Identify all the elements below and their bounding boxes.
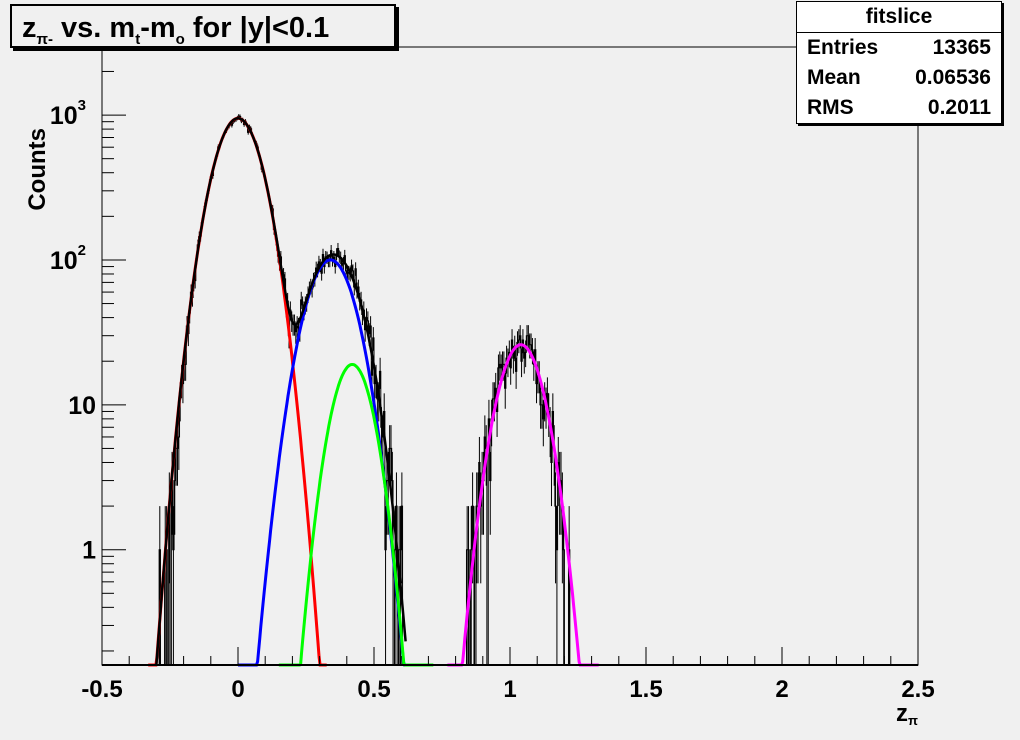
x-tick-label: -0.5 — [81, 676, 122, 703]
fit-curve-total-fit — [155, 117, 407, 665]
x-tick-label: 1.5 — [629, 676, 662, 703]
fit-curve-gaussian-4 — [447, 343, 599, 667]
stats-row-rms: RMS 0.2011 — [807, 96, 991, 119]
y-tick-label: 103 — [50, 97, 86, 130]
stats-box: fitslice Entries 13365 Mean 0.06536 RMS 0.2… — [796, 1, 1002, 124]
x-tick-label: 2 — [775, 676, 788, 703]
x-tick-label: 0 — [231, 676, 244, 703]
y-tick-label: 102 — [50, 242, 86, 275]
y-axis-label: Counts — [24, 128, 51, 211]
x-tick-label: 0.5 — [357, 676, 390, 703]
y-tick-exponent: 2 — [78, 242, 86, 259]
y-tick-label: 10 — [68, 392, 96, 420]
stats-row-entries: Entries 13365 — [807, 36, 991, 59]
stats-title: fitslice — [797, 2, 1001, 33]
x-axis-label: zπ — [896, 700, 918, 728]
x-tick-label: 1 — [503, 676, 516, 703]
x-tick-label: 2.5 — [901, 676, 934, 703]
plot-title: zπ- vs. mt-mo for |y|<0.1 — [10, 4, 396, 48]
y-tick-label: 1 — [82, 537, 96, 565]
stats-row-mean: Mean 0.06536 — [807, 66, 991, 89]
y-tick-exponent: 3 — [78, 97, 86, 114]
